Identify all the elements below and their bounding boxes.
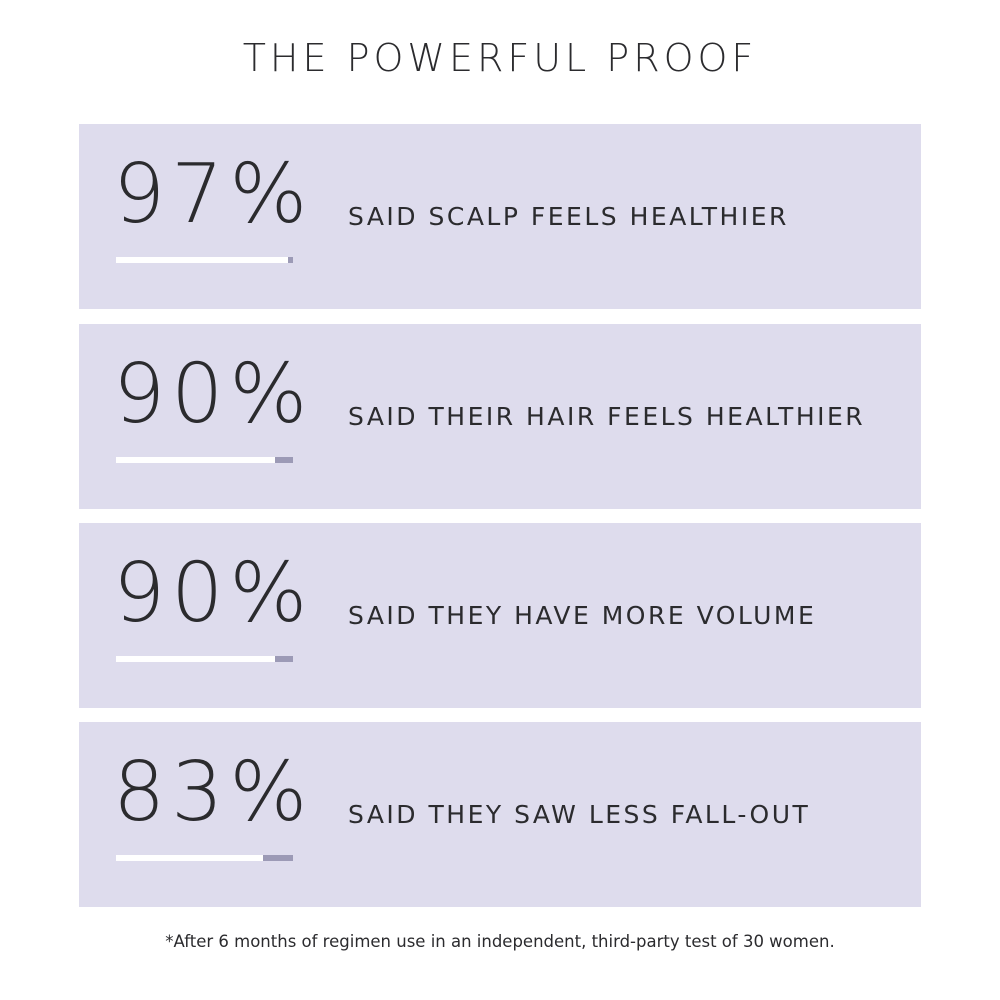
footnote: *After 6 months of regimen use in an ind… <box>165 932 835 951</box>
stat-value: 97% <box>113 147 314 242</box>
stat-value: 83% <box>113 745 314 840</box>
progress-remainder <box>262 855 293 861</box>
stat-value: 90% <box>113 546 314 641</box>
progress-remainder <box>275 457 293 463</box>
progress-fill <box>116 457 276 463</box>
progress-track <box>116 257 293 263</box>
stat-label: SAID THEY HAVE MORE VOLUME <box>348 601 817 630</box>
progress-fill <box>116 656 276 662</box>
stat-panel: 83% SAID THEY SAW LESS FALL-OUT <box>79 722 921 907</box>
progress-track <box>116 855 293 861</box>
progress-track <box>116 457 293 463</box>
stat-label: SAID SCALP FEELS HEALTHIER <box>348 202 789 231</box>
title: THE POWERFUL PROOF <box>242 36 758 80</box>
stat-value: 90% <box>113 347 314 442</box>
progress-fill <box>116 257 288 263</box>
stat-label: SAID THEY SAW LESS FALL-OUT <box>348 800 811 829</box>
progress-remainder <box>275 656 293 662</box>
stat-panel: 90% SAID THEIR HAIR FEELS HEALTHIER <box>79 324 921 509</box>
progress-fill <box>116 855 263 861</box>
stat-label: SAID THEIR HAIR FEELS HEALTHIER <box>348 402 866 431</box>
stat-panel: 97% SAID SCALP FEELS HEALTHIER <box>79 124 921 309</box>
stat-panel: 90% SAID THEY HAVE MORE VOLUME <box>79 523 921 708</box>
progress-remainder <box>287 257 293 263</box>
progress-track <box>116 656 293 662</box>
